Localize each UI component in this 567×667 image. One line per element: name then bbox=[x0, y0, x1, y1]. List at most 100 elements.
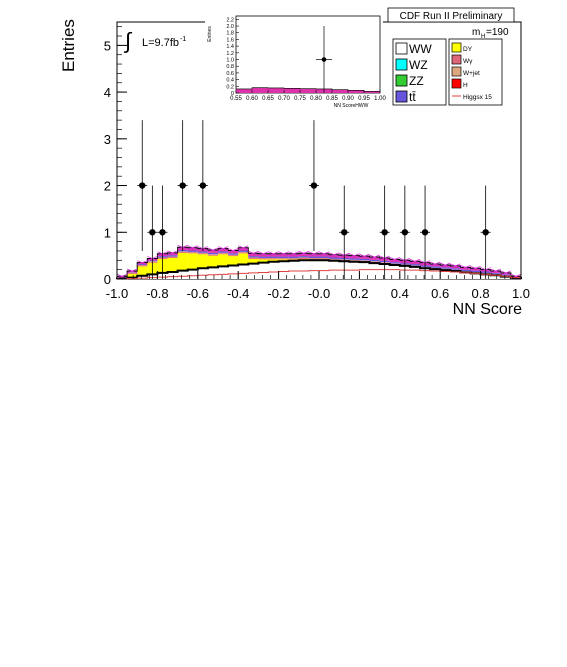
uncertainty-hatch bbox=[490, 268, 501, 274]
stack-bar-ww bbox=[228, 265, 239, 279]
uncertainty-hatch bbox=[207, 247, 219, 253]
legend-area: CDF Run II Preliminary m H =190 WW WZ ZZ tt… bbox=[387, 7, 515, 106]
stack-bar-h bbox=[258, 253, 269, 257]
legend-label: tt̄ bbox=[409, 90, 416, 104]
stack-bar-tt bbox=[218, 251, 229, 253]
stack-bar-ww bbox=[308, 260, 319, 279]
experiment-title: CDF Run II Preliminary bbox=[400, 11, 503, 22]
stack-bar-w bbox=[127, 272, 138, 274]
stack-bar-tt bbox=[248, 256, 259, 258]
stack-bar-w bbox=[228, 255, 239, 257]
stack-bar-ww bbox=[278, 261, 289, 279]
uncertainty-hatch bbox=[409, 258, 421, 264]
stack-bar-h bbox=[248, 253, 259, 257]
inset-y-tick-label: 1.8 bbox=[226, 31, 234, 37]
integral-symbol: ∫ bbox=[123, 28, 133, 53]
stack-bar-h bbox=[409, 261, 420, 265]
inset-y-tick-label: 0.2 bbox=[226, 84, 234, 90]
legend-swatch bbox=[395, 90, 408, 103]
inset-plot: 0.55 0.60 0.65 0.70 0.75 0.80 0.85 0.90 0.95 1.00… bbox=[205, 10, 386, 109]
uncertainty-hatch bbox=[126, 268, 138, 274]
inset-stack-bar bbox=[300, 88, 316, 93]
stack-bar-w bbox=[288, 258, 299, 260]
stack-bar-ww bbox=[460, 272, 471, 279]
stack-bar-tt bbox=[238, 250, 249, 252]
stack-bar-tt bbox=[207, 252, 218, 255]
inset-x-tick-label: 0.95 bbox=[358, 96, 370, 102]
inset-y-tick-label: 2.2 bbox=[226, 17, 234, 23]
uncertainty-hatch bbox=[359, 253, 370, 259]
stack-bar-h bbox=[319, 253, 330, 257]
legend-label: DY bbox=[463, 46, 473, 53]
data-point bbox=[147, 185, 158, 279]
x-tick-label: -1.0 bbox=[106, 286, 128, 301]
x-tick-label: -0.8 bbox=[146, 286, 168, 301]
uncertainty-hatch bbox=[470, 265, 481, 271]
stack-bar-tt bbox=[308, 256, 319, 258]
inset-x-tick-label: 0.80 bbox=[310, 96, 322, 102]
data-point bbox=[197, 120, 208, 251]
stack-bar-tt bbox=[187, 250, 198, 252]
main-data-points bbox=[137, 120, 491, 279]
uncertainty-hatch bbox=[429, 261, 441, 267]
legend-label: W+jet bbox=[463, 70, 480, 77]
stack-bar-h bbox=[268, 253, 279, 257]
data-point bbox=[420, 185, 431, 279]
inset-x-axis-label: NN ScoreHWW bbox=[334, 103, 369, 109]
stack-bar-tt bbox=[278, 256, 289, 258]
uncertainty-hatch bbox=[116, 273, 128, 279]
data-point-marker bbox=[179, 182, 186, 189]
stack-bar-tt bbox=[369, 259, 380, 262]
uncertainty-hatch bbox=[137, 260, 148, 266]
uncertainty-hatch bbox=[227, 248, 239, 253]
stack-bar-ww bbox=[359, 262, 370, 279]
stack-bar-ww bbox=[409, 266, 420, 279]
stack-bar-tt bbox=[268, 256, 279, 258]
stack-bar-ww bbox=[218, 266, 229, 279]
legend-label: WZ bbox=[409, 58, 428, 72]
inset-x-tick-label: 0.85 bbox=[326, 96, 338, 102]
uncertainty-hatch bbox=[450, 263, 461, 269]
data-point bbox=[480, 185, 491, 279]
stack-bar-tt bbox=[430, 266, 441, 268]
stack-bar-h bbox=[500, 272, 511, 275]
main-x-axis: -1.0 -0.8 -0.6 -0.4 -0.2 -0.0 0.2 0.4 0.6 0.8 1.0 bbox=[106, 271, 530, 301]
stack-bar-h bbox=[207, 250, 218, 253]
data-point bbox=[339, 185, 350, 279]
data-point-marker bbox=[139, 182, 146, 189]
stack-bar-ww bbox=[319, 260, 330, 279]
stack-bar-ww bbox=[177, 270, 188, 279]
ww-outline bbox=[116, 259, 522, 280]
main-y-axis: 0 1 2 3 4 5 bbox=[104, 26, 127, 287]
uncertainty-hatch bbox=[187, 245, 198, 251]
stack-bar-dy bbox=[268, 259, 279, 262]
uncertainty-hatch bbox=[238, 245, 249, 251]
stack-bar-h bbox=[308, 253, 319, 257]
stack-bar-h bbox=[187, 247, 198, 251]
uncertainty-hatch bbox=[288, 251, 299, 257]
y-tick-label: 0 bbox=[104, 272, 111, 287]
inset-y-tick-label: 2.0 bbox=[226, 24, 234, 30]
stack-bar-ww bbox=[268, 261, 279, 279]
y-tick-label: 2 bbox=[104, 179, 111, 194]
data-point-marker bbox=[199, 182, 207, 189]
stack-bar-tt bbox=[440, 267, 451, 269]
stack-bar-ww bbox=[288, 260, 299, 279]
data-point-marker bbox=[159, 229, 166, 236]
legend-label: Wγ bbox=[463, 58, 473, 65]
legend-left-entries: WW WZ ZZ tt̄ bbox=[395, 42, 432, 104]
inset-stack-bar bbox=[252, 87, 268, 93]
stack-bar-tt bbox=[197, 251, 208, 253]
stack-bar-h bbox=[470, 268, 481, 271]
luminosity-value: L=9.7fb bbox=[142, 37, 179, 49]
inset-x-tick-label: 0.90 bbox=[342, 96, 354, 102]
x-tick-label: 1.0 bbox=[512, 286, 530, 301]
stack-bar-h bbox=[137, 262, 148, 265]
stack-bar-w bbox=[248, 257, 259, 259]
stack-bar-dy bbox=[228, 256, 239, 266]
stack-bar-ww bbox=[430, 269, 441, 279]
inset-stack-bar bbox=[268, 87, 284, 93]
uncertainty-hatch bbox=[440, 262, 451, 268]
stack-bar-h bbox=[490, 271, 501, 273]
legend-label: Higgsx 15 bbox=[463, 94, 492, 101]
